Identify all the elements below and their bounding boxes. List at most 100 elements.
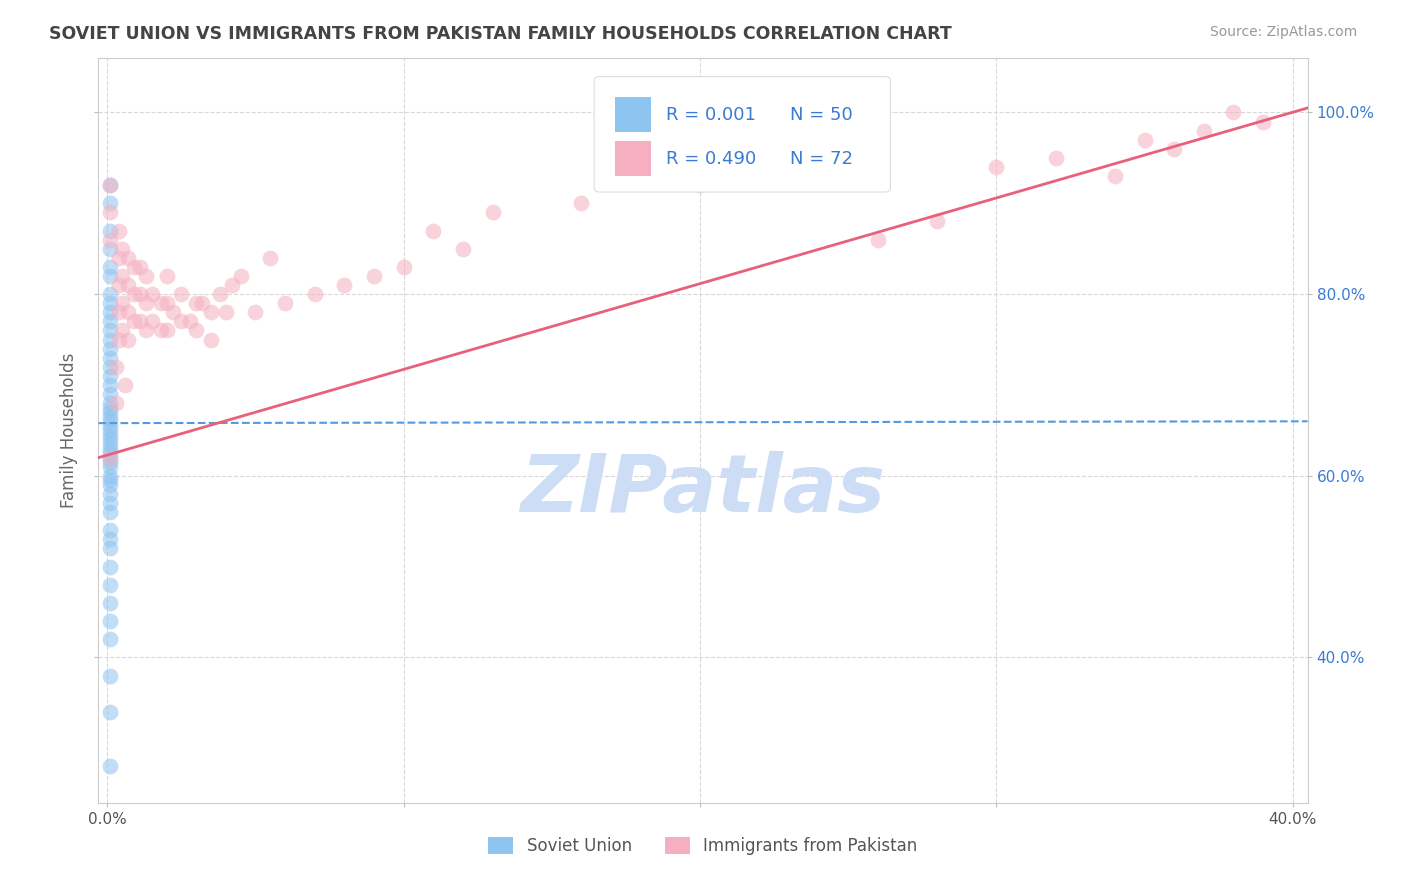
Point <box>135 268 157 283</box>
Point <box>98 314 121 328</box>
Point <box>98 433 121 447</box>
Point <box>186 323 208 337</box>
Point <box>689 178 711 193</box>
Point <box>208 287 231 301</box>
Point <box>129 260 152 274</box>
Point <box>200 305 222 319</box>
Point <box>117 278 139 293</box>
Point <box>98 233 121 247</box>
Point <box>98 323 121 337</box>
Point <box>108 223 131 237</box>
Point <box>98 578 121 592</box>
FancyBboxPatch shape <box>595 77 890 192</box>
Point <box>98 351 121 365</box>
Text: N = 50: N = 50 <box>790 105 853 124</box>
Point <box>155 323 177 337</box>
Point <box>98 418 121 433</box>
Point <box>571 196 593 211</box>
Point <box>141 314 163 328</box>
Point <box>98 333 121 347</box>
Point <box>98 396 121 410</box>
Text: N = 72: N = 72 <box>790 150 853 168</box>
Point <box>98 450 121 465</box>
Point <box>927 214 949 228</box>
Point <box>98 705 121 719</box>
Point <box>155 296 177 310</box>
Point <box>191 296 214 310</box>
Point <box>215 305 238 319</box>
Point <box>105 359 128 374</box>
Point <box>986 160 1008 174</box>
Point <box>98 759 121 773</box>
Text: R = 0.001: R = 0.001 <box>665 105 755 124</box>
Point <box>98 533 121 547</box>
Point <box>481 205 503 219</box>
Point <box>98 223 121 237</box>
Point <box>98 196 121 211</box>
Text: ZIPatlas: ZIPatlas <box>520 451 886 529</box>
Point <box>98 305 121 319</box>
Point <box>98 450 121 465</box>
Point <box>98 614 121 628</box>
Point <box>98 359 121 374</box>
Point <box>333 278 356 293</box>
Point <box>170 287 193 301</box>
Point <box>141 287 163 301</box>
Point <box>98 468 121 483</box>
Point <box>1133 133 1156 147</box>
Point <box>98 496 121 510</box>
Point <box>98 596 121 610</box>
FancyBboxPatch shape <box>614 141 651 177</box>
Point <box>179 314 201 328</box>
Point <box>129 287 152 301</box>
Point <box>98 178 121 193</box>
Point <box>98 242 121 256</box>
Point <box>304 287 326 301</box>
Point <box>98 541 121 556</box>
Point <box>108 278 131 293</box>
Point <box>98 401 121 415</box>
Point <box>98 268 121 283</box>
Point <box>98 287 121 301</box>
Point <box>98 428 121 442</box>
Point <box>98 296 121 310</box>
Point <box>98 459 121 474</box>
Point <box>363 268 385 283</box>
Point <box>98 424 121 438</box>
Point <box>111 323 134 337</box>
Point <box>98 442 121 456</box>
Point <box>117 333 139 347</box>
Point <box>111 296 134 310</box>
Point <box>98 368 121 383</box>
Point <box>98 378 121 392</box>
Point <box>229 268 252 283</box>
Point <box>866 233 889 247</box>
Text: SOVIET UNION VS IMMIGRANTS FROM PAKISTAN FAMILY HOUSEHOLDS CORRELATION CHART: SOVIET UNION VS IMMIGRANTS FROM PAKISTAN… <box>49 25 952 43</box>
Point <box>135 323 157 337</box>
Point <box>1222 105 1244 120</box>
Point <box>122 260 145 274</box>
Point <box>155 268 177 283</box>
Point <box>98 205 121 219</box>
Point <box>149 296 172 310</box>
Point <box>221 278 243 293</box>
Point <box>122 287 145 301</box>
Point <box>135 296 157 310</box>
Y-axis label: Family Households: Family Households <box>60 352 79 508</box>
Point <box>98 387 121 401</box>
Point <box>98 437 121 451</box>
Point <box>162 305 184 319</box>
Point <box>117 251 139 265</box>
Point <box>105 396 128 410</box>
Point <box>122 314 145 328</box>
Point <box>98 446 121 460</box>
Point <box>98 478 121 492</box>
Point <box>837 169 859 183</box>
Point <box>98 668 121 682</box>
Point <box>98 455 121 469</box>
Point <box>98 342 121 356</box>
Point <box>1045 151 1067 165</box>
Point <box>108 251 131 265</box>
Text: R = 0.490: R = 0.490 <box>665 150 756 168</box>
Point <box>392 260 415 274</box>
